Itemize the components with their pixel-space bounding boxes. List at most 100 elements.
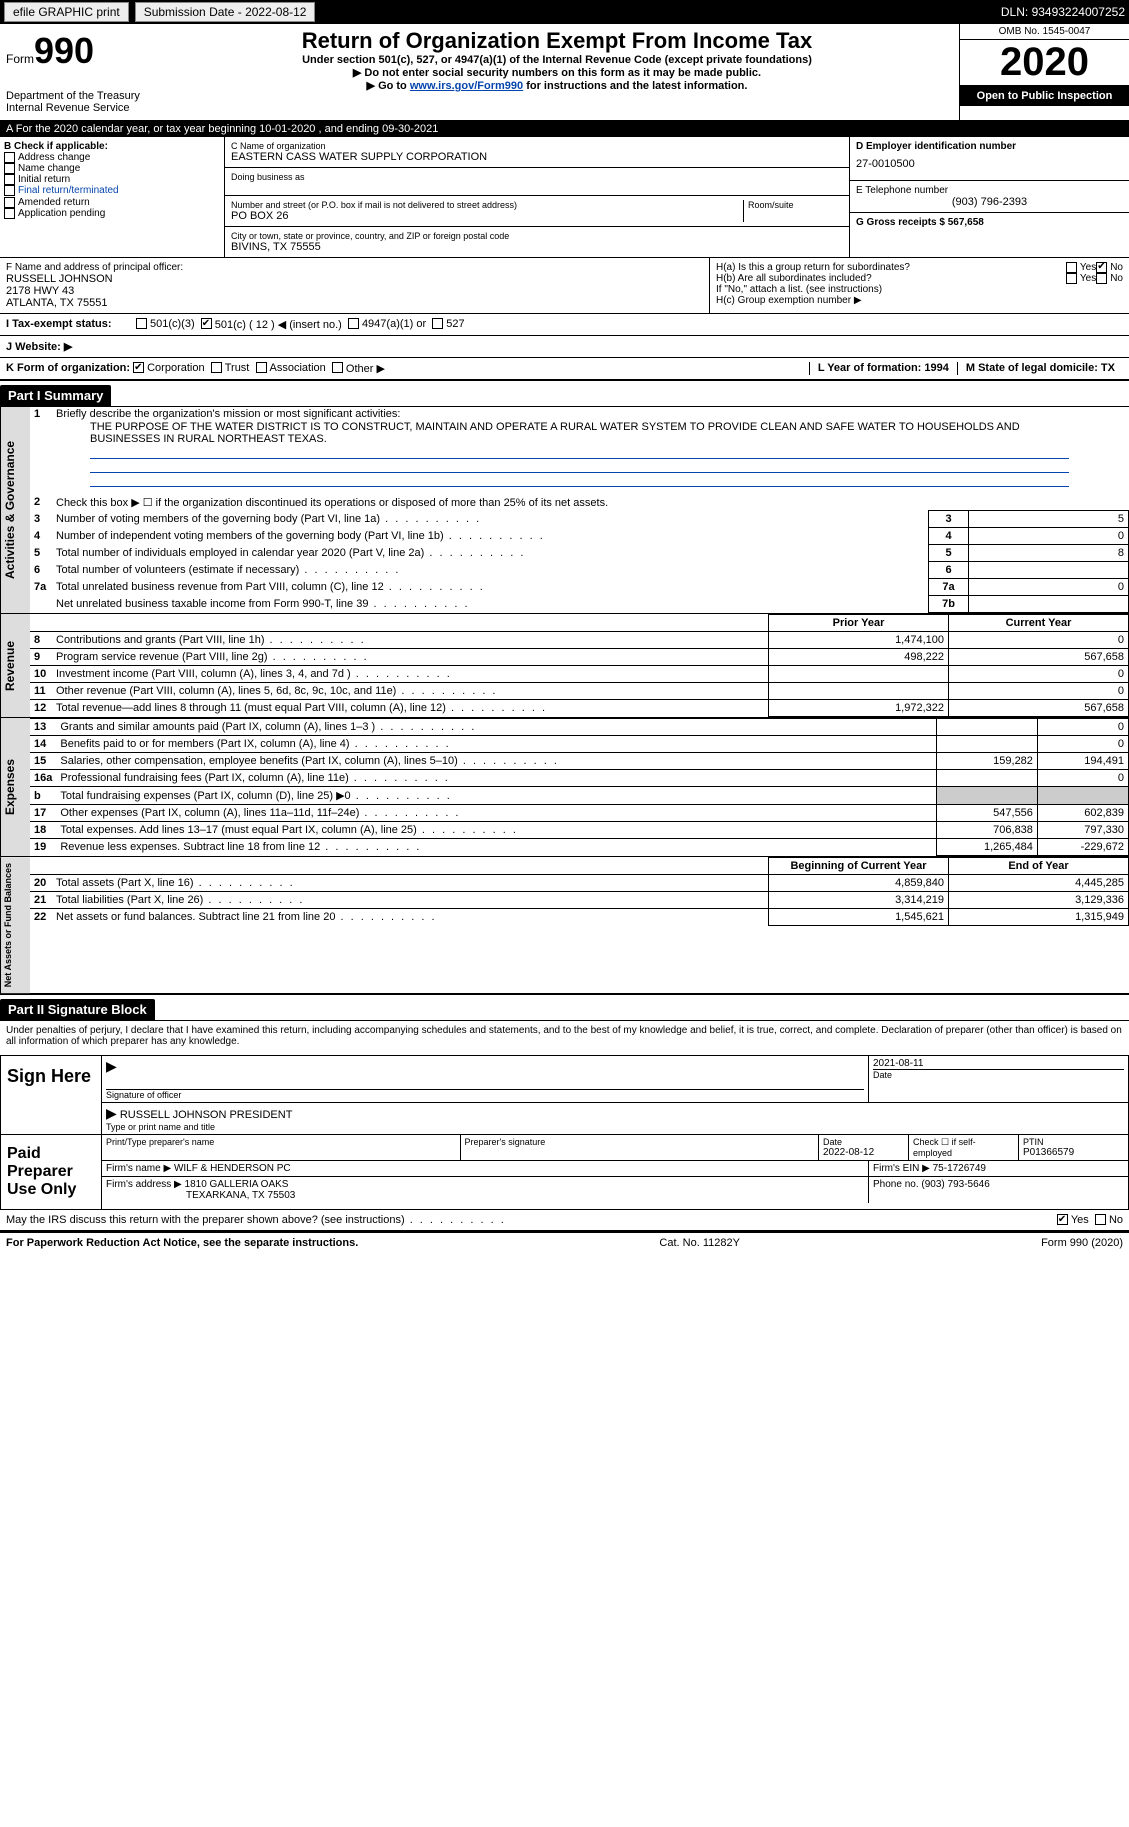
- revenue-table: Prior YearCurrent Year8Contributions and…: [30, 614, 1129, 717]
- vlabel-revenue: Revenue: [0, 614, 30, 717]
- lbl-initial-return: Initial return: [18, 174, 70, 185]
- lbl-amended-return: Amended return: [18, 197, 90, 208]
- firm-addr1: 1810 GALLERIA OAKS: [185, 1179, 289, 1190]
- check-application-pending[interactable]: [4, 208, 15, 219]
- discuss-no[interactable]: [1095, 1214, 1106, 1225]
- table-row: 22Net assets or fund balances. Subtract …: [30, 909, 1129, 926]
- i-501c3[interactable]: [136, 318, 147, 329]
- i-501c[interactable]: [201, 318, 212, 329]
- paid-preparer-label: Paid Preparer Use Only: [1, 1135, 101, 1209]
- i-501c-lbl: 501(c) ( 12 ) ◀ (insert no.): [215, 318, 342, 331]
- box-b-header: B Check if applicable:: [4, 141, 220, 152]
- discuss-label: May the IRS discuss this return with the…: [6, 1214, 506, 1226]
- type-label: Type or print name and title: [106, 1122, 1124, 1132]
- footer-left: For Paperwork Reduction Act Notice, see …: [6, 1237, 358, 1249]
- expenses-table: 13Grants and similar amounts paid (Part …: [30, 718, 1129, 856]
- officer-addr2: ATLANTA, TX 75551: [6, 297, 703, 309]
- hc-label: H(c) Group exemption number ▶: [716, 295, 1123, 306]
- table-row: 11Other revenue (Part VIII, column (A), …: [30, 683, 1129, 700]
- form990-link[interactable]: www.irs.gov/Form990: [410, 80, 523, 92]
- table-row: 8Contributions and grants (Part VIII, li…: [30, 632, 1129, 649]
- i-4947-lbl: 4947(a)(1) or: [362, 318, 426, 331]
- k-corp[interactable]: [133, 362, 144, 373]
- table-row: Net unrelated business taxable income fr…: [30, 596, 1129, 613]
- check-final-return[interactable]: [4, 185, 15, 196]
- firm-ein-label: Firm's EIN ▶: [873, 1163, 930, 1174]
- k-other[interactable]: [332, 362, 343, 373]
- k-corp-lbl: Corporation: [147, 362, 204, 375]
- page-footer: For Paperwork Reduction Act Notice, see …: [0, 1232, 1129, 1253]
- phone-value: (903) 796-2393: [856, 196, 1123, 208]
- table-row: 16aProfessional fundraising fees (Part I…: [30, 770, 1129, 787]
- top-bar: efile GRAPHIC print Submission Date - 20…: [0, 0, 1129, 24]
- dba-label: Doing business as: [231, 172, 843, 182]
- firm-addr-label: Firm's address ▶: [106, 1179, 182, 1190]
- hb-no[interactable]: [1096, 273, 1107, 284]
- box-l: L Year of formation: 1994: [809, 362, 957, 375]
- k-other-lbl: Other ▶: [346, 362, 385, 375]
- vlabel-governance: Activities & Governance: [0, 407, 30, 613]
- pp-sig-label: Preparer's signature: [465, 1137, 815, 1147]
- tax-year: 2020: [960, 40, 1129, 86]
- mission-text: THE PURPOSE OF THE WATER DISTRICT IS TO …: [30, 421, 1129, 445]
- ein-value: 27-0010500: [856, 152, 1123, 176]
- table-row: 14Benefits paid to or for members (Part …: [30, 736, 1129, 753]
- table-row: 19Revenue less expenses. Subtract line 1…: [30, 839, 1129, 856]
- ha-no[interactable]: [1096, 262, 1107, 273]
- period-line: A For the 2020 calendar year, or tax yea…: [0, 121, 1129, 137]
- name-label: C Name of organization: [231, 141, 843, 151]
- hb-yes[interactable]: [1066, 273, 1077, 284]
- efile-print-button[interactable]: efile GRAPHIC print: [4, 2, 129, 22]
- street-label: Number and street (or P.O. box if mail i…: [231, 200, 743, 210]
- submission-date-button[interactable]: Submission Date - 2022-08-12: [135, 2, 316, 22]
- check-address-change[interactable]: [4, 152, 15, 163]
- firm-name-label: Firm's name ▶: [106, 1163, 171, 1174]
- table-row: 18Total expenses. Add lines 13–17 (must …: [30, 822, 1129, 839]
- check-amended-return[interactable]: [4, 197, 15, 208]
- box-f-label: F Name and address of principal officer:: [6, 262, 703, 273]
- form-header: Form990 Department of the Treasury Inter…: [0, 24, 1129, 121]
- k-assoc[interactable]: [256, 362, 267, 373]
- i-501c3-lbl: 501(c)(3): [150, 318, 195, 331]
- hb-yes-lbl: Yes: [1080, 273, 1096, 284]
- lbl-address-change: Address change: [18, 152, 90, 163]
- check-name-change[interactable]: [4, 163, 15, 174]
- ha-yes-lbl: Yes: [1080, 262, 1096, 273]
- i-527[interactable]: [432, 318, 443, 329]
- lbl-name-change: Name change: [18, 163, 80, 174]
- form-subtitle-1: Under section 501(c), 527, or 4947(a)(1)…: [159, 54, 955, 66]
- ptin-value: P01366579: [1023, 1147, 1124, 1158]
- officer-print-name: RUSSELL JOHNSON PRESIDENT: [120, 1109, 293, 1121]
- table-row: bTotal fundraising expenses (Part IX, co…: [30, 787, 1129, 805]
- table-row: 9Program service revenue (Part VIII, lin…: [30, 649, 1129, 666]
- table-header-row: Beginning of Current YearEnd of Year: [30, 858, 1129, 875]
- q2-label: Check this box ▶ ☐ if the organization d…: [56, 496, 1125, 509]
- pp-name-label: Print/Type preparer's name: [106, 1137, 456, 1147]
- discuss-yes[interactable]: [1057, 1214, 1068, 1225]
- officer-name: RUSSELL JOHNSON: [6, 273, 703, 285]
- firm-phone-label: Phone no.: [873, 1179, 919, 1190]
- ptin-label: PTIN: [1023, 1137, 1124, 1147]
- irs-label: Internal Revenue Service: [6, 102, 149, 114]
- dln-label: DLN: 93493224007252: [1001, 5, 1125, 19]
- netassets-table: Beginning of Current YearEnd of Year20To…: [30, 857, 1129, 926]
- q1-label: Briefly describe the organization's miss…: [56, 408, 1125, 420]
- ha-yes[interactable]: [1066, 262, 1077, 273]
- dept-label: Department of the Treasury: [6, 90, 149, 102]
- i-4947[interactable]: [348, 318, 359, 329]
- k-trust[interactable]: [211, 362, 222, 373]
- box-k-label: K Form of organization:: [6, 362, 130, 375]
- arrow-icon-2: ▶: [106, 1105, 117, 1121]
- check-initial-return[interactable]: [4, 174, 15, 185]
- firm-ein: 75-1726749: [933, 1163, 986, 1174]
- table-row: 21Total liabilities (Part X, line 26)3,3…: [30, 892, 1129, 909]
- sub3-pre: ▶ Go to: [367, 80, 410, 92]
- city-label: City or town, state or province, country…: [231, 231, 843, 241]
- hb-label: H(b) Are all subordinates included?: [716, 273, 1066, 284]
- k-trust-lbl: Trust: [225, 362, 250, 375]
- vlabel-netassets: Net Assets or Fund Balances: [0, 857, 30, 993]
- form-prefix: Form: [6, 52, 34, 66]
- firm-addr2: TEXARKANA, TX 75503: [106, 1190, 864, 1201]
- box-m: M State of legal domicile: TX: [957, 362, 1123, 375]
- ha-label: H(a) Is this a group return for subordin…: [716, 262, 1066, 273]
